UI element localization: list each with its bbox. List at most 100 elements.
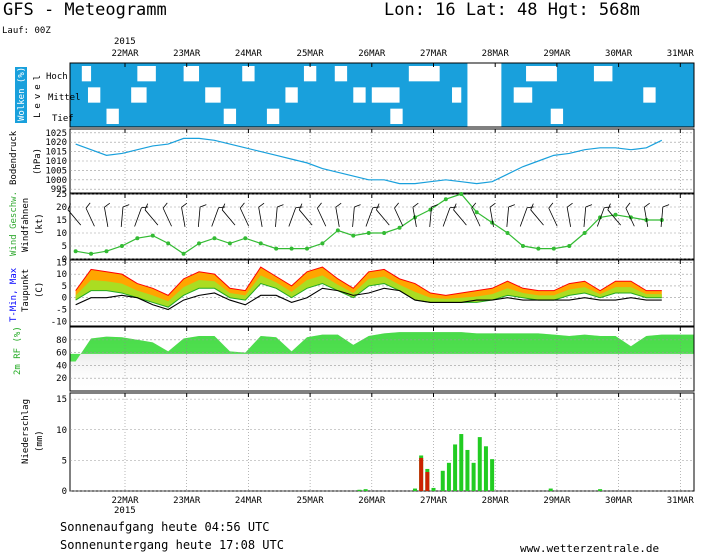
- wind-barb-feather: [298, 203, 303, 210]
- panel-frame: [69, 193, 695, 260]
- wind-speed-point: [397, 225, 402, 230]
- wind-barb-feather: [162, 202, 168, 209]
- wind-speed-point: [305, 246, 310, 251]
- cloud-clear-patch: [371, 87, 400, 103]
- y-tick-label: 1015: [45, 148, 67, 158]
- wind-speed-line: [75, 193, 662, 255]
- y-tick-label: 20: [56, 374, 67, 384]
- temp-ylabel: T-Min, Max: [9, 267, 19, 322]
- temp-mid-area: [75, 275, 662, 308]
- wind-speed-point: [258, 241, 263, 246]
- date-tick-top: 24MAR: [235, 49, 263, 59]
- cloud-clear-patch: [87, 87, 101, 103]
- cloud-clear-patch: [550, 108, 564, 124]
- pressure-ylabel: Bodendruck: [9, 130, 19, 185]
- humidity-mask: [70, 327, 694, 362]
- wind-barb: [275, 207, 278, 228]
- wind-speed-point: [212, 236, 217, 241]
- wind-speed-point: [104, 249, 109, 254]
- date-tick-bottom: 30MAR: [605, 496, 633, 506]
- wind-barb: [288, 207, 297, 227]
- cloud-ylabel: Wolken (%): [17, 67, 27, 121]
- wind-unit: (kt): [35, 213, 45, 235]
- panel-frame: [69, 259, 695, 327]
- wind-barb-feather: [277, 204, 284, 208]
- y-tick-label: 5: [62, 456, 67, 466]
- cloud-clear-patch: [81, 66, 92, 82]
- wind-barb-feather: [662, 204, 670, 208]
- precip-bar: [357, 489, 362, 491]
- date-tick-top: 27MAR: [420, 49, 448, 59]
- precip-bar: [453, 444, 458, 491]
- y-tick-label: 1005: [45, 166, 67, 176]
- wind-barb-feather: [530, 203, 534, 210]
- date-tick-bottom: 24MAR: [235, 496, 263, 506]
- date-tick-bottom: 22MAR: [111, 496, 139, 506]
- precip-bar: [477, 437, 482, 491]
- wind-barb: [211, 207, 219, 227]
- wind-barb: [442, 207, 451, 227]
- date-axis-top: 22MAR 23MAR 24MAR 25MAR 26MAR 27MAR 28MAR 29MAR…: [111, 49, 694, 59]
- wind-barb-feather: [527, 206, 534, 209]
- humidity-panel: 80 60 40 20: [56, 326, 695, 392]
- y-tick-label: 10: [56, 229, 67, 239]
- y-tick-label: 0: [62, 294, 67, 304]
- wind-barb: [489, 207, 494, 227]
- date-tick-bottom: 23MAR: [173, 496, 201, 506]
- precip-bar: [440, 470, 445, 491]
- wind-speed-point: [443, 197, 448, 202]
- wind-ylabel: Wind Geschw.: [9, 191, 19, 256]
- cloud-clear-patch: [223, 108, 237, 124]
- wind-barb-feather: [394, 202, 399, 209]
- cloud-clear-patch: [183, 66, 200, 82]
- wind-barb: [412, 207, 417, 227]
- date-axis-bottom: 22MAR 23MAR 24MAR 25MAR 26MAR 27MAR 28MAR 29MAR…: [111, 496, 694, 506]
- date-tick-bottom: 25MAR: [297, 496, 325, 506]
- panel-frame: [69, 62, 695, 128]
- cloud-clear-patch: [266, 108, 280, 124]
- cloud-clear-gap: [467, 63, 502, 127]
- y-tick-label: 5: [62, 282, 67, 292]
- wind-speed-point: [289, 246, 294, 251]
- cloud-clear-patch: [593, 66, 613, 82]
- date-tick-bottom: 27MAR: [420, 496, 448, 506]
- precip-bar: [363, 489, 368, 491]
- wind-speed-point: [89, 251, 94, 256]
- wind-barb-feather: [431, 204, 438, 208]
- wind-barb-feather: [104, 202, 111, 208]
- wind-barb: [197, 207, 201, 228]
- y-tick-label: 0: [62, 487, 67, 497]
- year-label-top: 2015: [114, 37, 136, 47]
- wind-speed-point: [197, 241, 202, 246]
- wind-barb: [519, 207, 528, 227]
- wind-barb: [352, 207, 355, 228]
- y-tick-label: 15: [56, 258, 67, 268]
- temperature-panel: 15 10 5 0 -5-10: [51, 258, 695, 327]
- cloud-clear-patch: [137, 66, 156, 82]
- wind-barb-feather: [625, 202, 631, 209]
- year-label-bottom: 2015: [114, 506, 136, 516]
- wind-barb: [506, 207, 509, 228]
- wind-speed-point: [505, 231, 510, 235]
- wind-barb-feather: [489, 202, 496, 208]
- y-tick-label: -10: [51, 317, 67, 327]
- wind-speed-point: [520, 244, 525, 248]
- wind-speed-point: [320, 241, 325, 246]
- date-tick-bottom: 26MAR: [358, 496, 386, 506]
- wind-speed-point: [150, 233, 155, 238]
- y-tick-label: 0: [62, 255, 67, 265]
- date-tick-top: 26MAR: [358, 49, 386, 59]
- wind-speed-point: [382, 231, 387, 235]
- wind-barb-feather: [85, 202, 91, 209]
- wind-barb: [258, 207, 263, 227]
- humidity-ylabel: 2m RF (%): [13, 326, 23, 375]
- precip-bar: [598, 489, 603, 491]
- cloud-ylabel-box: Wolken (%): [15, 67, 27, 123]
- wind-speed-point: [474, 210, 479, 215]
- wind-barb: [335, 207, 340, 227]
- wind-barb-feather: [412, 202, 419, 208]
- cloud-clear-patch: [643, 87, 656, 103]
- y-tick-label: 10: [56, 270, 67, 280]
- wind-barb-feather: [144, 203, 149, 210]
- cloud-clear-patch: [106, 108, 119, 124]
